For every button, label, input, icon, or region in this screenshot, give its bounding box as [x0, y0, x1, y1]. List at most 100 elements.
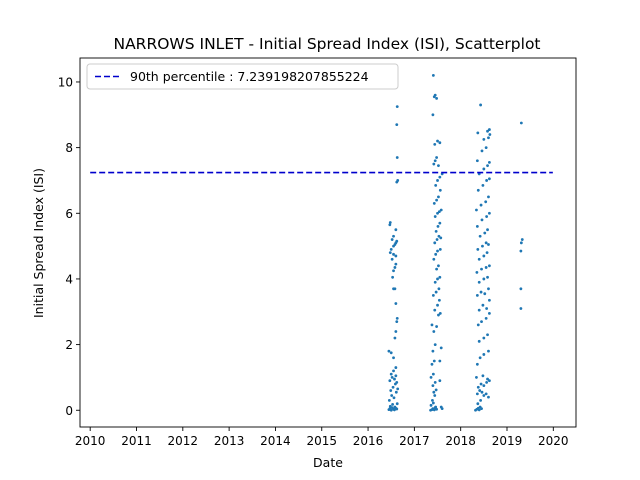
- data-point: [435, 238, 439, 241]
- data-point: [440, 407, 444, 411]
- data-point: [438, 275, 442, 279]
- y-axis-label: Initial Spread Index (ISI): [31, 168, 46, 318]
- data-point: [482, 167, 486, 171]
- y-axis: 0 2 4 6 8 10: [58, 75, 80, 418]
- data-point: [395, 239, 399, 243]
- data-point: [393, 287, 397, 291]
- x-tick-label: 2018: [445, 434, 476, 448]
- data-point: [431, 74, 435, 77]
- data-point: [433, 142, 437, 146]
- data-point: [434, 290, 438, 294]
- data-point: [433, 241, 437, 245]
- data-point: [475, 208, 478, 212]
- data-point: [389, 389, 393, 392]
- y-tick-label: 2: [65, 338, 73, 352]
- data-point: [439, 346, 443, 350]
- data-point: [432, 359, 436, 363]
- data-point: [435, 198, 438, 202]
- y-tick-label: 10: [58, 75, 73, 89]
- data-point: [436, 139, 439, 143]
- data-point: [394, 390, 398, 394]
- data-point: [436, 211, 439, 215]
- data-point: [394, 302, 398, 305]
- data-point: [394, 228, 398, 232]
- data-point: [433, 159, 437, 163]
- data-point: [390, 394, 394, 397]
- data-point: [478, 356, 482, 360]
- data-point: [437, 313, 440, 317]
- data-point: [476, 188, 480, 192]
- data-point: [393, 405, 397, 409]
- x-tick-label: 2016: [353, 434, 384, 448]
- data-point: [431, 113, 435, 117]
- data-point: [519, 121, 523, 125]
- data-point: [433, 280, 437, 284]
- data-point: [438, 221, 442, 225]
- data-point: [477, 408, 481, 412]
- data-point: [435, 325, 438, 328]
- data-point: [477, 280, 481, 284]
- data-point: [387, 399, 391, 402]
- data-point: [484, 200, 488, 204]
- data-point: [481, 244, 484, 248]
- data-point: [481, 374, 485, 378]
- data-point: [476, 402, 480, 406]
- data-point: [438, 141, 442, 145]
- data-point: [478, 234, 482, 238]
- data-point: [485, 179, 489, 182]
- data-point: [435, 267, 438, 271]
- data-point: [395, 316, 399, 320]
- data-point: [393, 266, 397, 269]
- data-point: [519, 307, 523, 310]
- data-point: [485, 215, 489, 218]
- data-point: [431, 399, 434, 402]
- x-tick-label: 2010: [75, 434, 106, 448]
- data-point: [438, 175, 442, 179]
- data-point: [435, 96, 438, 100]
- data-point: [434, 252, 438, 256]
- data-point: [475, 159, 479, 163]
- data-point: [395, 105, 399, 108]
- data-point: [487, 395, 490, 399]
- data-point: [392, 234, 395, 238]
- data-point: [483, 231, 487, 235]
- x-tick-label: 2011: [121, 434, 152, 448]
- data-point: [476, 131, 480, 135]
- data-point: [438, 312, 442, 315]
- data-point: [484, 266, 488, 269]
- data-point: [487, 136, 490, 140]
- data-point: [435, 156, 438, 159]
- data-point: [478, 389, 482, 392]
- data-point: [479, 203, 483, 207]
- y-tick-label: 4: [65, 272, 73, 286]
- data-point: [482, 336, 486, 340]
- data-point: [433, 380, 437, 384]
- x-tick-label: 2019: [492, 434, 523, 448]
- data-point: [483, 292, 487, 296]
- data-point: [477, 339, 481, 343]
- data-point: [479, 382, 483, 386]
- axes-frame: [79, 57, 577, 428]
- data-point: [396, 387, 400, 391]
- data-point: [388, 379, 392, 383]
- y-tick-label: 8: [65, 141, 73, 155]
- data-point: [437, 264, 440, 268]
- data-point: [488, 177, 491, 181]
- data-point: [482, 277, 486, 281]
- data-point: [390, 376, 394, 379]
- data-point: [475, 392, 479, 396]
- data-point: [392, 396, 396, 400]
- data-point: [394, 330, 398, 333]
- data-point: [434, 388, 438, 392]
- data-point: [433, 93, 437, 97]
- x-axis: 2010 2011 2012 2013 2014 2015 2016 2017 2018 2019…: [75, 427, 569, 448]
- data-point: [395, 123, 399, 127]
- data-point: [435, 407, 438, 411]
- data-point: [519, 249, 523, 253]
- y-tick-label: 0: [65, 404, 73, 418]
- data-point: [479, 290, 483, 294]
- x-tick-label: 2015: [306, 434, 337, 448]
- data-point: [394, 366, 398, 369]
- data-point: [488, 211, 491, 215]
- data-point: [432, 202, 436, 205]
